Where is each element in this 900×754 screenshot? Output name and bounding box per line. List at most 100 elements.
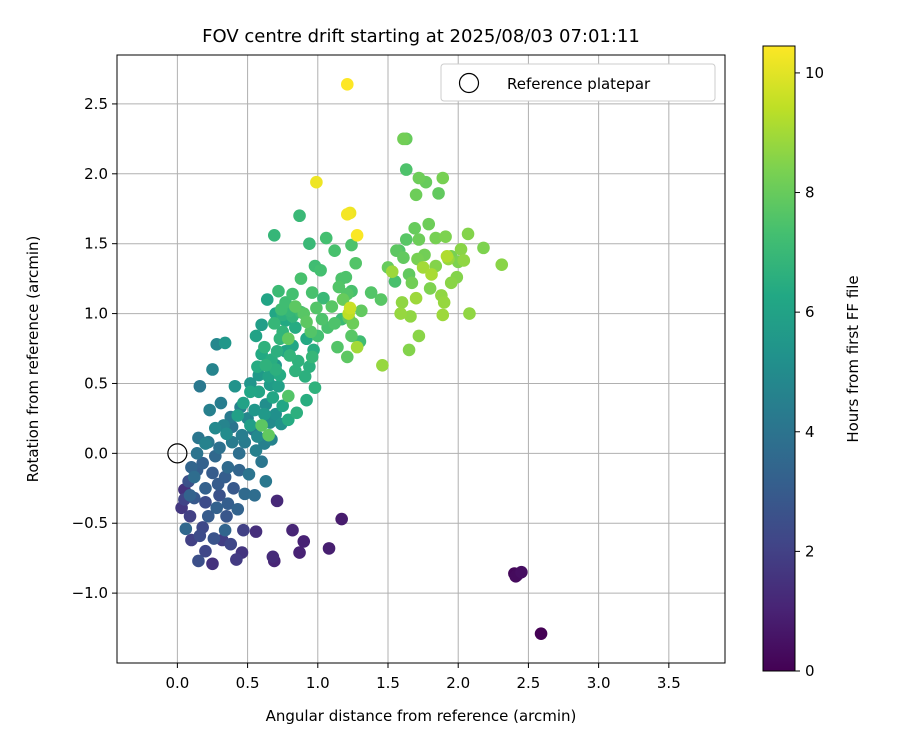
data-point bbox=[346, 317, 360, 330]
data-point bbox=[432, 187, 445, 200]
data-point bbox=[332, 280, 346, 294]
data-point bbox=[293, 546, 306, 559]
data-point bbox=[304, 325, 318, 339]
colorbar-tick-label: 2 bbox=[805, 542, 815, 560]
data-point bbox=[258, 407, 271, 421]
data-point bbox=[201, 509, 215, 523]
data-point bbox=[224, 537, 238, 551]
data-point bbox=[237, 523, 250, 537]
data-point bbox=[249, 444, 263, 457]
x-tick-label: 0.0 bbox=[165, 674, 189, 692]
legend-box bbox=[440, 63, 716, 102]
data-point bbox=[305, 350, 319, 364]
data-point bbox=[405, 276, 419, 290]
data-point bbox=[266, 550, 280, 564]
data-point bbox=[340, 78, 354, 91]
data-point bbox=[388, 275, 402, 288]
data-point bbox=[214, 396, 228, 410]
data-point bbox=[272, 379, 285, 393]
data-point bbox=[305, 286, 319, 299]
data-point bbox=[319, 231, 333, 245]
y-tick-label: −0.5 bbox=[72, 514, 108, 532]
colorbar-gradient bbox=[762, 45, 796, 672]
data-point bbox=[340, 350, 354, 364]
data-point bbox=[218, 470, 232, 484]
data-point bbox=[345, 238, 358, 252]
data-point bbox=[193, 529, 207, 543]
data-point bbox=[412, 329, 426, 343]
data-point bbox=[404, 310, 417, 323]
data-point bbox=[298, 370, 312, 383]
data-point bbox=[183, 488, 197, 502]
data-point bbox=[399, 163, 413, 176]
data-point bbox=[412, 233, 426, 246]
data-point bbox=[314, 263, 327, 277]
data-point bbox=[345, 329, 358, 343]
data-point bbox=[294, 272, 308, 285]
data-point bbox=[408, 222, 421, 235]
data-point bbox=[244, 419, 257, 432]
data-point bbox=[300, 315, 313, 329]
data-point bbox=[463, 307, 476, 320]
x-axis-label: Angular distance from reference (arcmin) bbox=[266, 707, 577, 725]
data-point bbox=[310, 301, 323, 315]
data-point bbox=[232, 447, 246, 460]
data-point bbox=[328, 317, 341, 330]
data-point bbox=[340, 208, 354, 221]
data-point bbox=[199, 481, 212, 495]
data-point bbox=[270, 494, 284, 508]
y-tick-label: 1.5 bbox=[84, 235, 108, 253]
data-point bbox=[289, 300, 302, 313]
data-point bbox=[283, 349, 297, 362]
data-point bbox=[255, 419, 268, 432]
data-point bbox=[339, 270, 353, 284]
data-point bbox=[259, 358, 273, 372]
data-point bbox=[206, 363, 219, 376]
data-point bbox=[395, 296, 409, 309]
data-point bbox=[260, 293, 274, 306]
y-axis-ticks: −1.0 −0.5 0.0 0.5 1.0 1.5 2.0 2.5 bbox=[72, 95, 117, 602]
data-point bbox=[293, 209, 306, 223]
data-point bbox=[328, 244, 341, 257]
data-point bbox=[259, 474, 273, 488]
data-point bbox=[282, 332, 295, 346]
data-point bbox=[286, 287, 299, 301]
data-point bbox=[267, 317, 281, 330]
data-point bbox=[210, 501, 223, 515]
data-point bbox=[272, 284, 285, 298]
data-point bbox=[385, 265, 399, 278]
data-point bbox=[286, 523, 299, 537]
y-tick-label: 1.0 bbox=[84, 305, 108, 323]
x-tick-label: 2.0 bbox=[446, 674, 470, 692]
data-point bbox=[397, 132, 410, 146]
data-point bbox=[303, 360, 316, 373]
data-point bbox=[282, 413, 295, 427]
data-point bbox=[213, 441, 226, 455]
data-point bbox=[429, 231, 443, 245]
data-point bbox=[274, 303, 288, 316]
x-tick-label: 3.0 bbox=[587, 674, 611, 692]
y-tick-label: 0.0 bbox=[84, 444, 108, 462]
data-point bbox=[232, 463, 246, 477]
x-tick-label: 0.5 bbox=[236, 674, 260, 692]
x-tick-label: 2.5 bbox=[516, 674, 540, 692]
data-point bbox=[244, 385, 257, 399]
data-point bbox=[322, 542, 336, 555]
reference-platepar-marker bbox=[167, 443, 188, 464]
data-point bbox=[207, 532, 221, 545]
data-point bbox=[251, 430, 264, 443]
data-point bbox=[218, 523, 232, 537]
data-point bbox=[220, 427, 233, 441]
data-point bbox=[238, 487, 252, 501]
data-point bbox=[262, 428, 275, 442]
data-point bbox=[289, 321, 302, 334]
plot-frame bbox=[116, 54, 726, 664]
colorbar: 0 2 4 6 8 10 Hours from first FF file bbox=[762, 45, 862, 680]
data-point bbox=[206, 557, 219, 571]
data-point bbox=[315, 312, 329, 326]
data-point bbox=[515, 565, 528, 579]
data-point bbox=[436, 308, 450, 322]
data-point bbox=[179, 522, 193, 536]
data-point bbox=[317, 291, 330, 305]
data-point bbox=[290, 406, 304, 420]
